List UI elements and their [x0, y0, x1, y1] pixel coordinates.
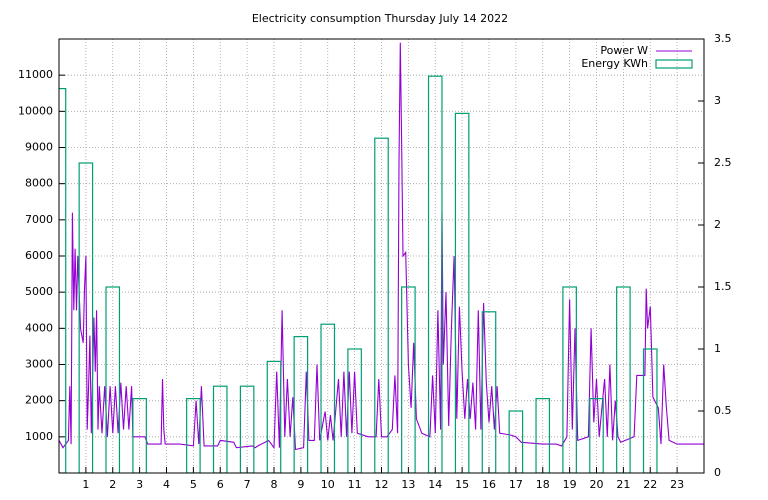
y2-tick-label: 1.5	[714, 280, 732, 293]
energy-box	[239, 385, 255, 473]
y-tick-label: 10000	[18, 104, 53, 117]
chart-title: Electricity consumption Thursday July 14…	[252, 12, 508, 25]
x-tick-label: 19	[563, 478, 577, 491]
x-tick-label: 12	[375, 478, 389, 491]
x-tick-label: 5	[190, 478, 197, 491]
energy-box	[401, 286, 416, 473]
y-tick-label: 9000	[25, 141, 53, 154]
x-tick-label: 8	[271, 478, 278, 491]
energy-box	[105, 286, 121, 473]
y-tick-label: 11000	[18, 68, 53, 81]
x-tick-label: 21	[616, 478, 630, 491]
energy-box	[132, 398, 147, 473]
legend-label: Power W	[600, 44, 648, 57]
energy-box	[212, 385, 228, 473]
x-tick-label: 1	[82, 478, 89, 491]
x-tick-label: 9	[297, 478, 304, 491]
y2-tick-label: 2	[714, 218, 721, 231]
energy-box	[454, 112, 470, 473]
x-tick-label: 22	[643, 478, 657, 491]
x-tick-label: 6	[217, 478, 224, 491]
y-tick-label: 7000	[25, 213, 53, 226]
y2-tick-label: 3	[714, 94, 721, 107]
energy-box	[347, 348, 362, 473]
x-tick-label: 4	[163, 478, 170, 491]
legend-label: Energy KWh	[581, 57, 648, 70]
y-tick-label: 3000	[25, 358, 53, 371]
x-tick-label: 17	[509, 478, 523, 491]
x-tick-label: 15	[455, 478, 469, 491]
plot-frame	[58, 38, 705, 474]
y-tick-label: 4000	[25, 321, 53, 334]
y2-tick-label: 3.5	[714, 32, 732, 45]
legend-swatch	[655, 59, 693, 69]
x-tick-label: 20	[590, 478, 604, 491]
energy-box	[535, 398, 551, 473]
x-tick-label: 2	[109, 478, 116, 491]
x-tick-label: 10	[321, 478, 335, 491]
y-tick-label: 5000	[25, 285, 53, 298]
x-tick-label: 7	[244, 478, 251, 491]
energy-box	[59, 87, 67, 473]
y2-tick-label: 2.5	[714, 156, 732, 169]
energy-box	[508, 410, 524, 473]
energy-box	[642, 348, 658, 473]
power-line	[59, 42, 704, 451]
energy-box	[186, 398, 201, 473]
energy-box	[293, 336, 309, 473]
y2-tick-label: 1	[714, 342, 721, 355]
x-tick-label: 16	[482, 478, 496, 491]
x-tick-label: 3	[136, 478, 143, 491]
x-tick-label: 13	[401, 478, 415, 491]
x-tick-label: 14	[428, 478, 442, 491]
plot	[59, 42, 704, 473]
y-tick-label: 1000	[25, 430, 53, 443]
x-tick-label: 23	[670, 478, 684, 491]
x-tick-label: 11	[348, 478, 362, 491]
energy-box	[320, 323, 336, 473]
y-tick-label: 2000	[25, 394, 53, 407]
energy-box	[78, 162, 94, 473]
y-tick-label: 6000	[25, 249, 53, 262]
y2-tick-label: 0.5	[714, 404, 732, 417]
x-tick-label: 18	[536, 478, 550, 491]
y-tick-label: 8000	[25, 177, 53, 190]
energy-box	[589, 398, 604, 473]
energy-box	[562, 286, 577, 473]
y2-tick-label: 0	[714, 466, 721, 479]
energy-box	[616, 286, 631, 473]
